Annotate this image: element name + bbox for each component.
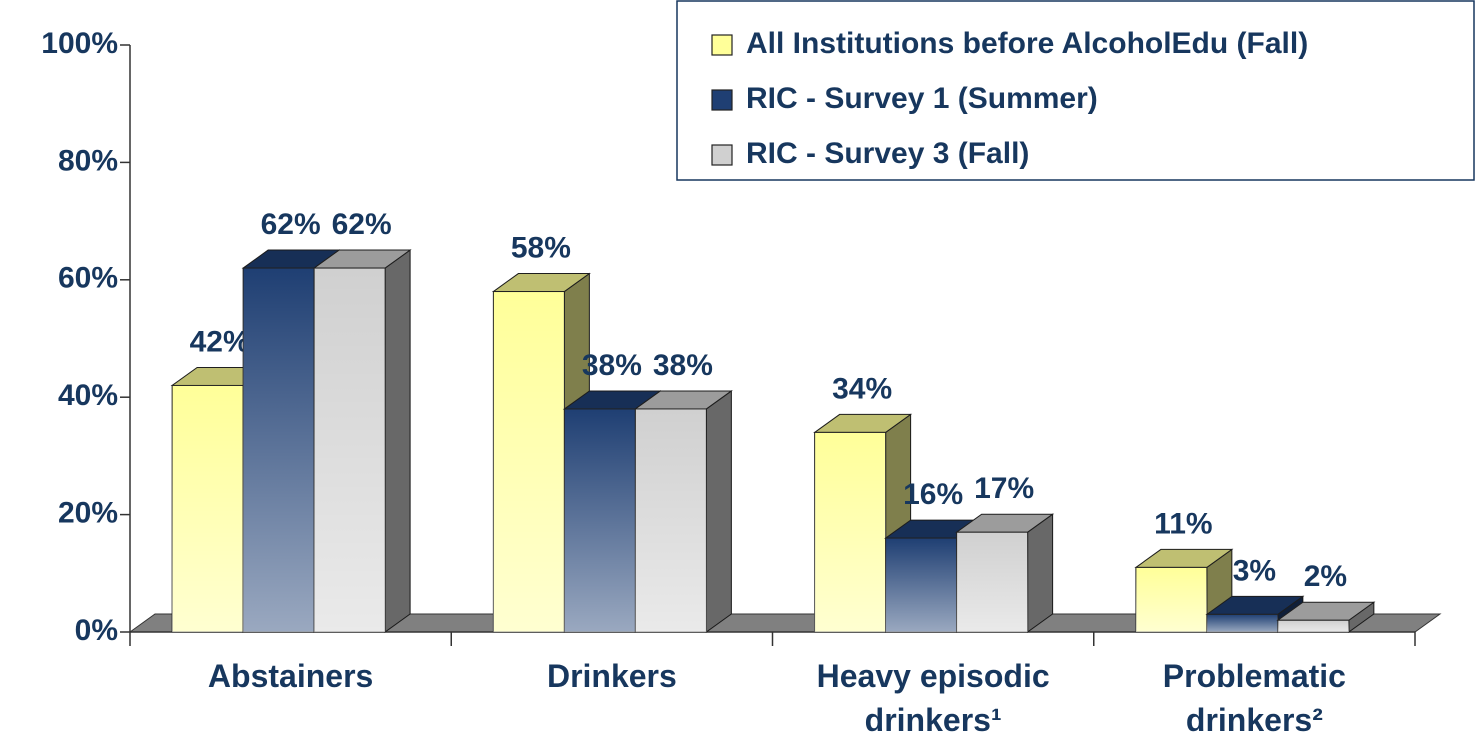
value-label: 62% bbox=[332, 208, 392, 241]
bar bbox=[955, 513, 1055, 633]
bar-top-shade bbox=[314, 250, 411, 269]
bar-side-shade bbox=[385, 250, 411, 632]
legend-swatch bbox=[711, 144, 733, 166]
value-label: 2% bbox=[1304, 560, 1347, 593]
bar-top-shade bbox=[564, 390, 661, 409]
legend-label: RIC - Survey 3 (Fall) bbox=[746, 137, 1029, 170]
legend-box bbox=[676, 0, 1475, 181]
bar-side-shade bbox=[1027, 514, 1053, 632]
bar bbox=[633, 389, 733, 633]
legend: All Institutions before AlcoholEdu (Fall… bbox=[676, 0, 1475, 181]
value-label: 11% bbox=[1154, 507, 1212, 540]
legend-label: All Institutions before AlcoholEdu (Fall… bbox=[746, 27, 1308, 60]
value-label: 16% bbox=[903, 478, 963, 511]
y-tick-label: 80% bbox=[58, 144, 118, 177]
legend-swatch bbox=[711, 89, 733, 111]
bar-front-shade bbox=[1206, 614, 1278, 632]
value-label: 38% bbox=[582, 349, 642, 382]
bar-top-shade bbox=[493, 273, 590, 292]
bar bbox=[813, 413, 913, 633]
bar-top-shade bbox=[814, 414, 911, 433]
bar-top-shade bbox=[635, 390, 732, 409]
y-tick-label: 0% bbox=[75, 614, 118, 647]
bar-front-shade bbox=[956, 532, 1028, 632]
y-tick-label: 100% bbox=[41, 27, 118, 60]
x-tick-label: Drinkers bbox=[546, 658, 677, 694]
bar-side-shade bbox=[706, 390, 732, 632]
value-label: 34% bbox=[832, 372, 892, 405]
bar-top-shade bbox=[956, 514, 1053, 533]
value-label: 42% bbox=[190, 325, 250, 358]
bar bbox=[1276, 601, 1376, 633]
bar-front-shade bbox=[172, 385, 244, 632]
x-tick-label: Problematic drinkers² bbox=[1162, 658, 1346, 738]
bar-front-shade bbox=[243, 268, 315, 632]
bar-top-shade bbox=[1135, 549, 1232, 568]
bar-top-shade bbox=[1206, 596, 1303, 615]
bar-top-shade bbox=[243, 250, 340, 269]
bar-front-shade bbox=[1277, 620, 1349, 632]
y-tick-label: 40% bbox=[58, 379, 118, 412]
value-label: 38% bbox=[653, 349, 713, 382]
value-label: 58% bbox=[511, 231, 571, 264]
bar-front-shade bbox=[564, 408, 636, 632]
bar-side-shade bbox=[1348, 602, 1374, 632]
bar-front-shade bbox=[1135, 567, 1207, 632]
y-tick-label: 60% bbox=[58, 262, 118, 295]
legend-swatch bbox=[711, 34, 733, 56]
bar-front-shade bbox=[635, 408, 707, 632]
value-label: 17% bbox=[974, 472, 1034, 505]
bar-top-shade bbox=[1277, 602, 1374, 621]
bar-front-shade bbox=[314, 268, 386, 632]
y-tick-label: 20% bbox=[58, 497, 118, 530]
bar-front-shade bbox=[493, 291, 565, 632]
x-tick-label: Abstainers bbox=[207, 658, 374, 694]
value-label: 3% bbox=[1233, 554, 1276, 587]
bar-front-shade bbox=[885, 538, 957, 632]
legend-label: RIC - Survey 1 (Summer) bbox=[746, 82, 1098, 115]
bar bbox=[312, 249, 412, 633]
value-label: 62% bbox=[261, 208, 321, 241]
bar-front-shade bbox=[814, 432, 886, 632]
x-tick-label: Heavy episodic drinkers¹ bbox=[816, 658, 1050, 738]
